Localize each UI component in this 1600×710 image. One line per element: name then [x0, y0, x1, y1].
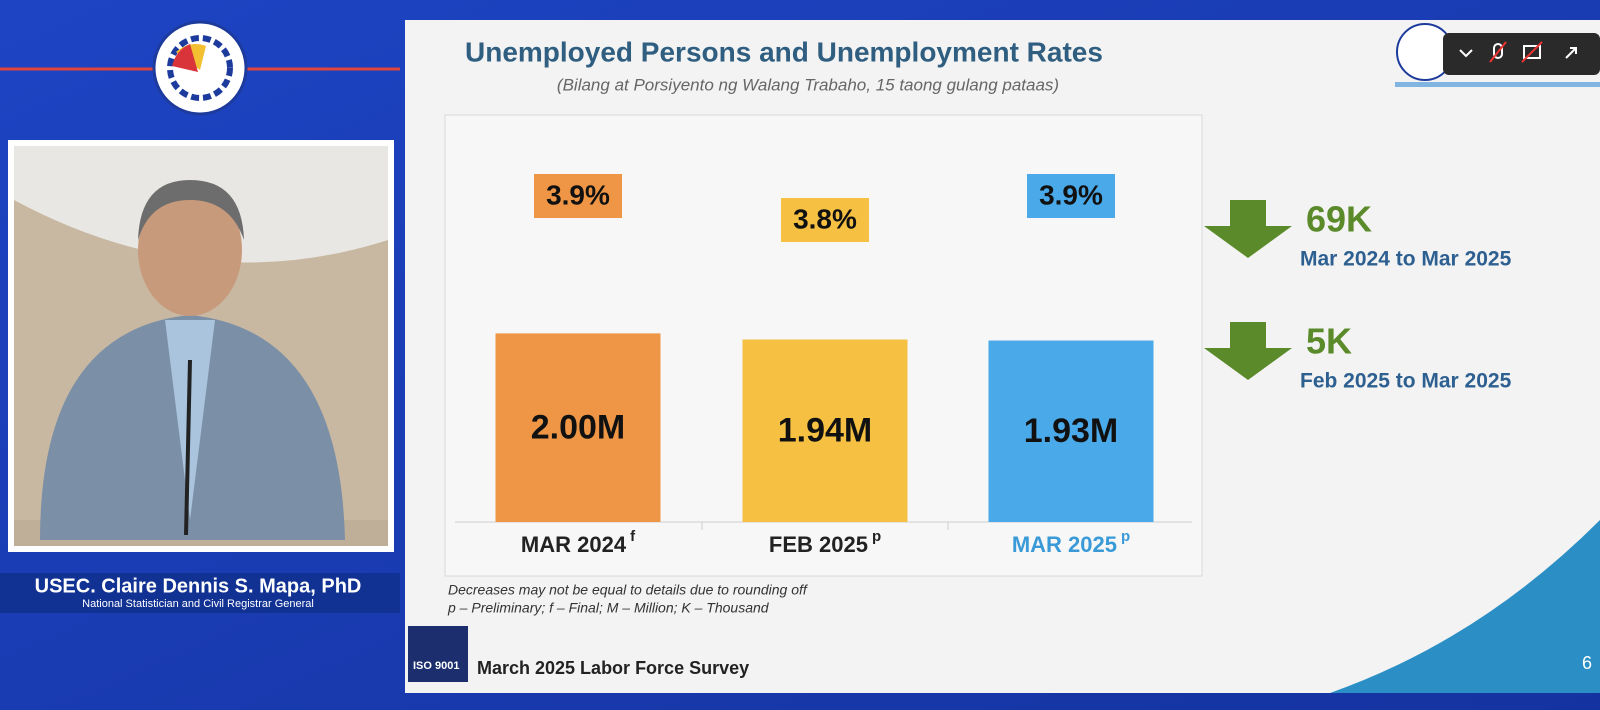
bar-value-label: 1.94M	[778, 412, 873, 450]
camera-slash	[1521, 41, 1543, 63]
rate-label: 3.9%	[546, 179, 610, 210]
category-label: FEB 2025 p	[769, 528, 881, 557]
change-value: 69K	[1306, 199, 1372, 240]
category-name: MAR 2024	[521, 532, 627, 557]
presenter-role: National Statistician and Civil Registra…	[82, 598, 314, 610]
dropdown-icon[interactable]	[1459, 49, 1473, 58]
iso-label: ISO 9001	[413, 660, 459, 672]
rate-box	[534, 174, 622, 218]
mic-slash	[1489, 41, 1507, 63]
name-bar	[0, 573, 400, 613]
rate-label: 3.8%	[793, 203, 857, 234]
change-value: 5K	[1306, 321, 1352, 362]
video-controls[interactable]	[1443, 33, 1600, 75]
logo-globe	[167, 35, 233, 101]
down-arrow	[1204, 200, 1292, 258]
camera-off-icon[interactable]	[1523, 45, 1541, 59]
bar-value-label: 2.00M	[531, 409, 626, 447]
bar	[742, 339, 908, 522]
category-label: MAR 2024 f	[521, 528, 636, 557]
chart-title: Unemployed Persons and Unemployment Rate…	[465, 36, 1103, 67]
expand-icon[interactable]	[1565, 47, 1577, 59]
rate-label: 3.9%	[1039, 179, 1103, 210]
iso-badge	[408, 626, 468, 682]
bar	[988, 340, 1154, 522]
category-superscript: p	[872, 528, 881, 545]
change-period: Feb 2025 to Mar 2025	[1300, 370, 1512, 393]
down-arrow	[1204, 322, 1292, 380]
slide-logo-rule	[1395, 82, 1600, 87]
bar-value-label: 1.93M	[1024, 412, 1119, 450]
category-superscript: f	[630, 528, 636, 545]
presenter-name: USEC. Claire Dennis S. Mapa, PhD	[35, 575, 362, 597]
category-name: MAR 2025	[1012, 532, 1117, 557]
category-superscript: p	[1121, 528, 1130, 545]
change-period: Mar 2024 to Mar 2025	[1300, 248, 1512, 271]
chart-subtitle: (Bilang at Porsiyento ng Walang Trabaho,…	[557, 75, 1059, 94]
category-name: FEB 2025	[769, 532, 868, 557]
microphone	[184, 359, 192, 536]
speaker-hair	[138, 180, 244, 240]
speaker-head	[138, 184, 242, 316]
note: Decreases may not be equal to details du…	[448, 582, 809, 598]
bar	[495, 333, 661, 522]
page-number: 6	[1582, 653, 1592, 673]
category-label: MAR 2025 p	[1012, 528, 1130, 557]
mic-muted-icon[interactable]	[1493, 43, 1503, 59]
footer-survey: March 2025 Labor Force Survey	[477, 658, 749, 678]
rate-box	[781, 198, 869, 242]
logo-ray	[172, 44, 198, 72]
note: p – Preliminary; f – Final; M – Million;…	[447, 600, 770, 616]
rate-box	[1027, 174, 1115, 218]
slide-corner-wave	[1330, 520, 1600, 693]
